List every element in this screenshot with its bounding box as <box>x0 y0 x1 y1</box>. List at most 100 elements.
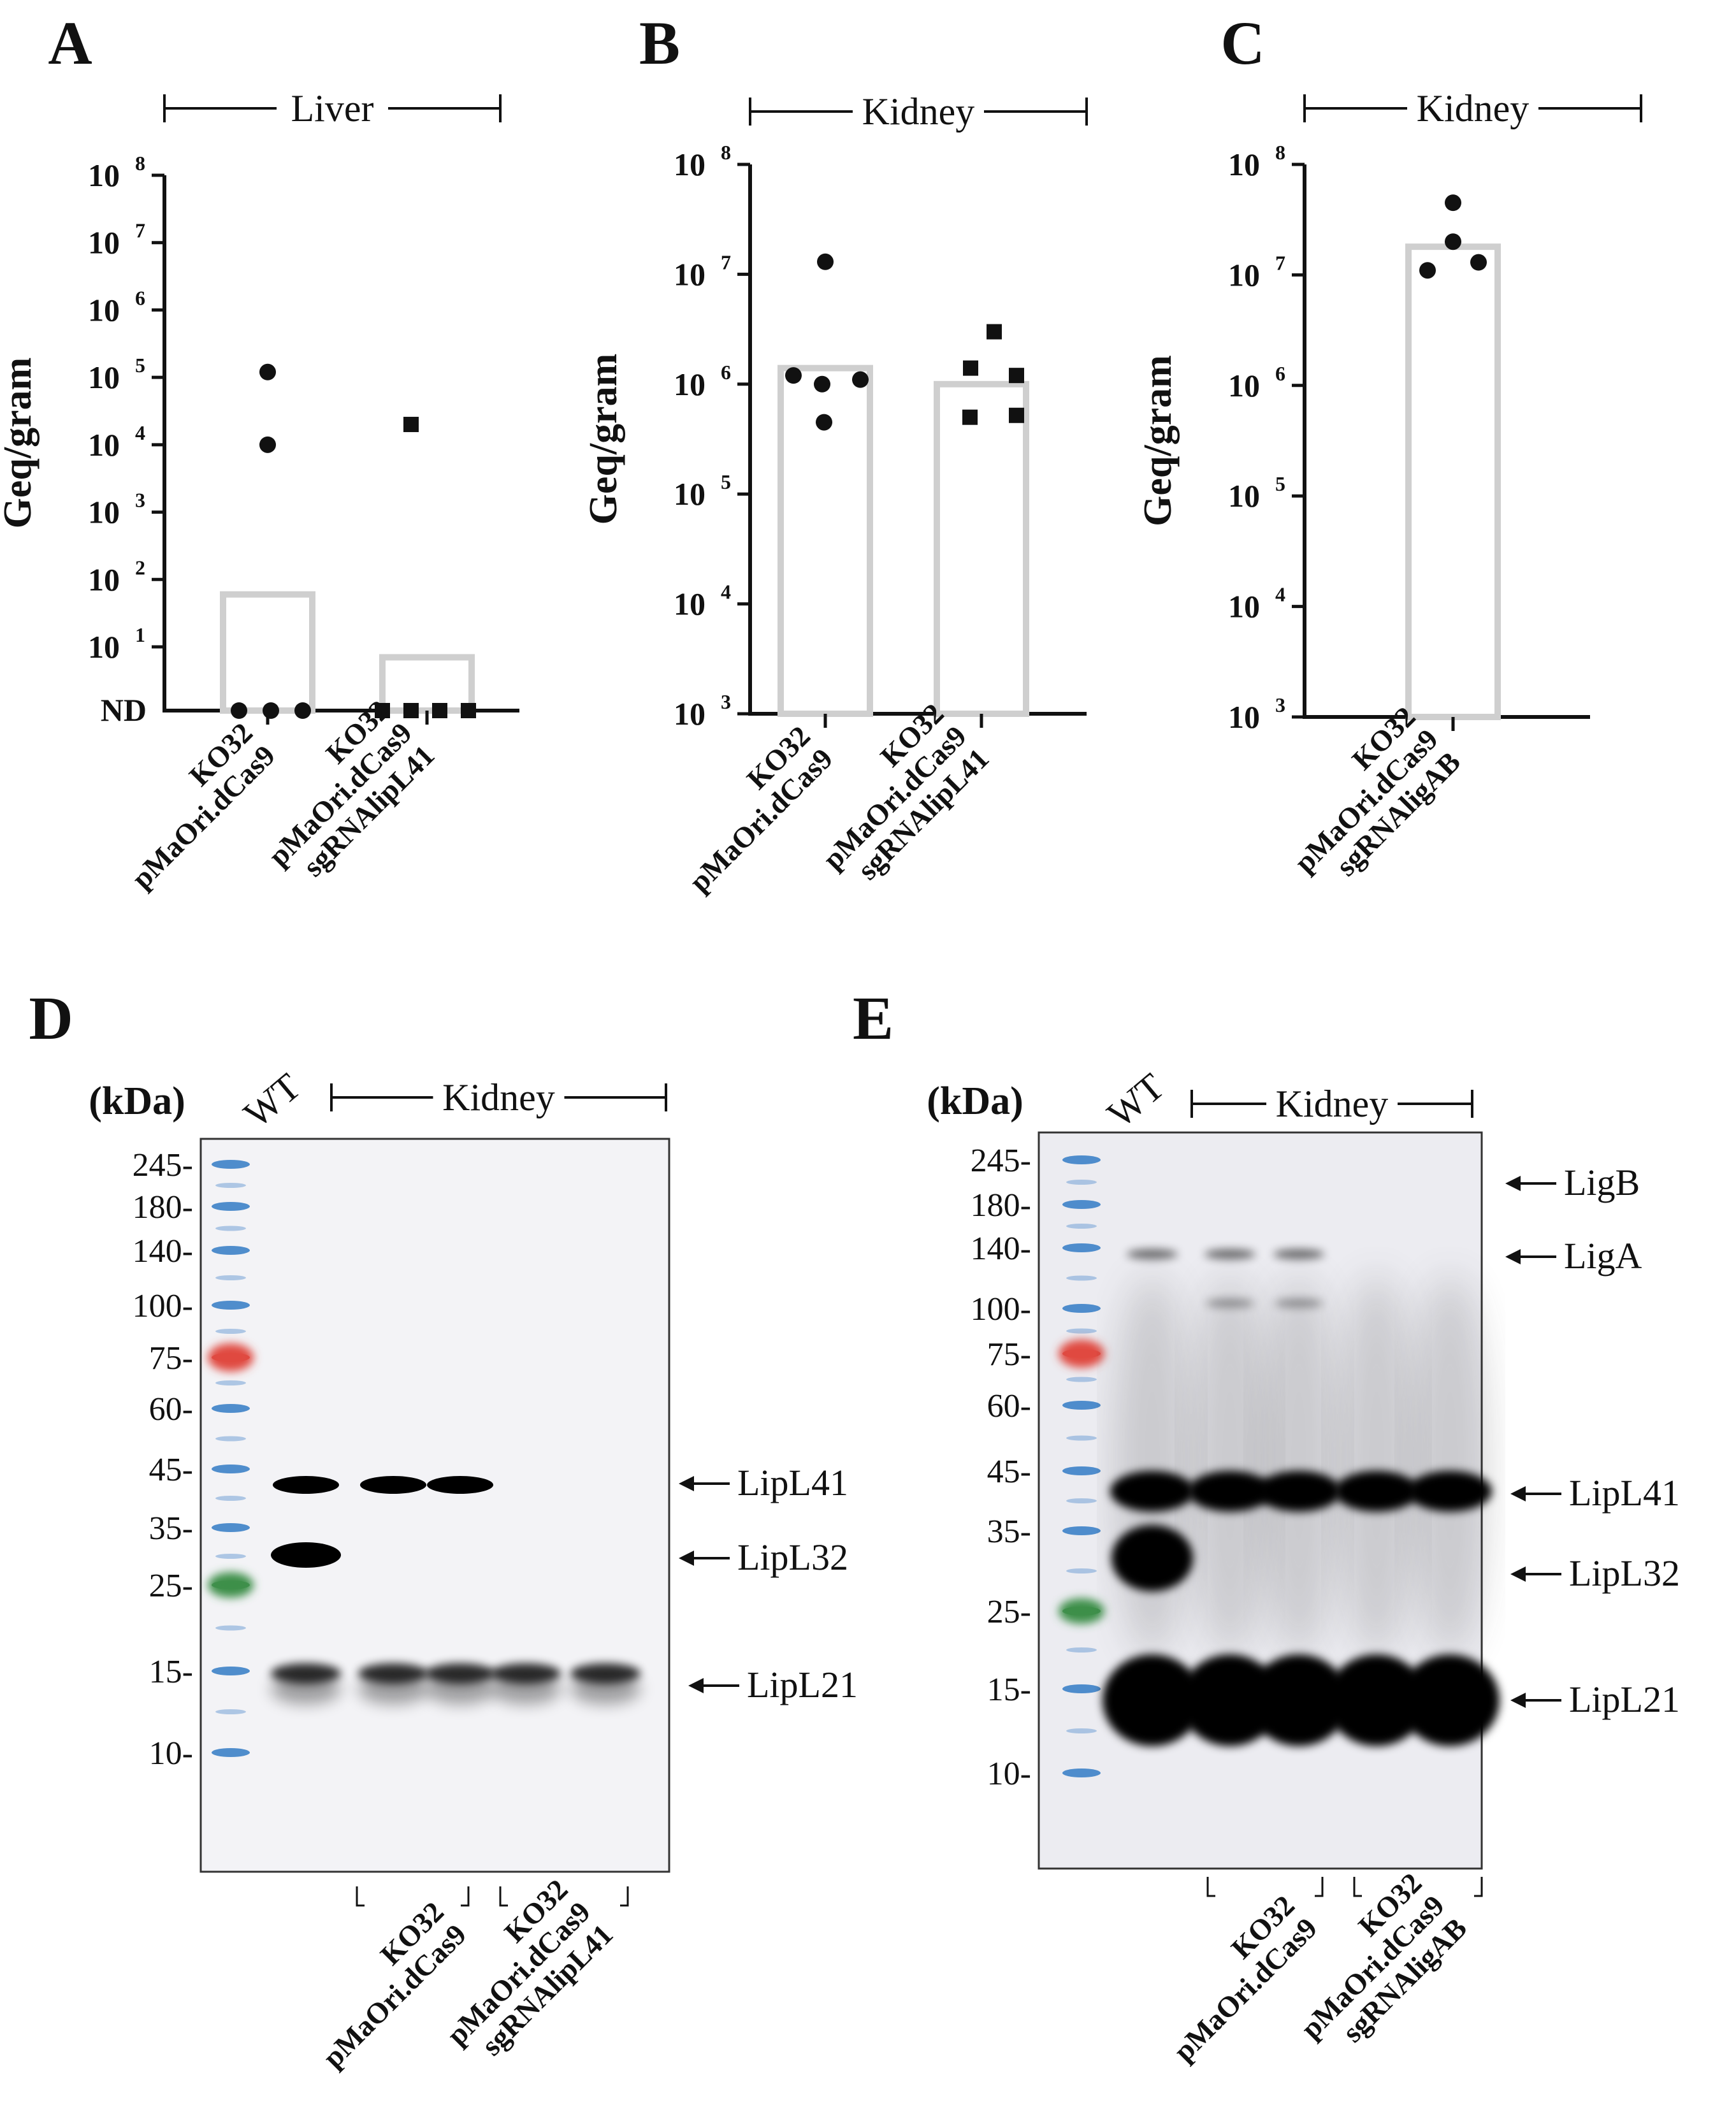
ladder-band <box>1062 1304 1101 1313</box>
tick-exponent: 4 <box>135 421 145 444</box>
y-tick-label: 10 6 <box>1228 362 1285 403</box>
data-point <box>785 367 802 384</box>
ladder-band <box>215 1554 246 1559</box>
sample-bands <box>1103 1249 1500 1746</box>
tick-exponent: 2 <box>135 556 145 579</box>
wt-label: WT <box>236 1065 308 1136</box>
tick-exponent: 6 <box>1275 362 1285 385</box>
bracket-corner <box>1353 1877 1362 1897</box>
protein-band <box>271 1674 341 1704</box>
ladder-band <box>1062 1243 1101 1252</box>
data-point <box>1445 194 1461 212</box>
ladder-band <box>212 1465 250 1473</box>
protein-band <box>1410 1275 1489 1657</box>
protein-band <box>491 1674 561 1704</box>
tick-base: 10 <box>1228 257 1260 293</box>
panel-e: E (kDa) WT Kidney 245- 180- 140- 100- 75- 60- 45- 3… <box>853 984 1680 2067</box>
protein-band <box>358 1674 428 1704</box>
ladder-band <box>215 1183 246 1188</box>
protein-band <box>1188 1471 1272 1512</box>
protein-band <box>1335 1471 1419 1512</box>
kda-label: (kDa) <box>89 1080 185 1123</box>
protein-band <box>431 1477 489 1493</box>
panel-a: A Liver 10 8 10 7 10 6 10 5 10 4 10 3 10 2 10 1 ND Geq/gram… <box>0 9 519 895</box>
tick-exponent: 4 <box>1275 583 1285 606</box>
ladder-band <box>212 1523 250 1532</box>
mw-marker-label: 35- <box>149 1510 193 1547</box>
ladder-band <box>212 1404 250 1413</box>
protein-band <box>1190 1275 1269 1657</box>
mw-marker-label: 45- <box>987 1454 1031 1490</box>
ladder-band <box>1062 1466 1101 1475</box>
tick-exponent: 8 <box>135 152 145 175</box>
ladder-band <box>212 1160 250 1169</box>
data-point <box>432 703 447 718</box>
panel-letter: B <box>639 9 680 77</box>
protein-band <box>1110 1471 1194 1512</box>
arrow-head <box>1510 1566 1526 1582</box>
tick-exponent: 3 <box>721 690 731 713</box>
y-tick-label: 10 4 <box>1228 583 1285 625</box>
tick-base: 10 <box>1228 478 1260 514</box>
protein-band <box>425 1674 495 1704</box>
arrow-head <box>679 1476 694 1491</box>
data-point <box>1470 254 1487 271</box>
protein-band <box>570 1674 640 1704</box>
ladder-band <box>215 1625 246 1631</box>
protein-band <box>1113 1275 1192 1657</box>
ladder-band <box>1062 1155 1101 1164</box>
mw-marker-label: 245- <box>133 1147 193 1183</box>
sample-bands <box>271 1476 640 1704</box>
ladder-band <box>1066 1568 1097 1573</box>
tick-base: 10 <box>88 629 120 665</box>
ladder-band <box>1066 1224 1097 1229</box>
y-tick-label: 10 8 <box>1228 141 1285 182</box>
blot-membrane <box>199 1138 670 1873</box>
ladder-band <box>212 1667 250 1675</box>
y-tick-label: 10 6 <box>88 286 145 328</box>
protein-band <box>1206 1299 1254 1308</box>
ladder-band <box>1066 1180 1097 1185</box>
mw-marker-label: 140- <box>971 1231 1031 1267</box>
ladder-band <box>215 1226 246 1231</box>
ladder-band <box>1062 1526 1101 1535</box>
tissue-bracket: Kidney <box>1190 1081 1473 1126</box>
ladder-band <box>1059 1598 1104 1624</box>
y-axis-label: Geq/gram <box>582 354 625 525</box>
group-label: Kidney <box>862 90 975 133</box>
panel-d: D (kDa) WT Kidney 245- 180- 140- 100- 75- 60- 45- 3… <box>29 984 858 2074</box>
data-point <box>403 703 419 718</box>
mw-marker-label: 25- <box>987 1594 1031 1630</box>
group-label: Kidney <box>1276 1083 1389 1125</box>
group-label: Kidney <box>442 1076 555 1118</box>
ladder-band <box>1066 1728 1097 1733</box>
protein-band <box>360 1476 426 1494</box>
y-tick-label: 10 3 <box>1228 693 1285 735</box>
arrow-head <box>1505 1176 1521 1191</box>
tick-base: 10 <box>674 366 705 402</box>
mw-marker-label: 15- <box>149 1654 193 1690</box>
bracket-label-bg <box>277 86 388 131</box>
group-label: Kidney <box>1417 87 1530 129</box>
y-tick-label: 10 3 <box>674 690 731 732</box>
panel-c: C Kidney 10 8 10 7 10 6 10 5 10 4 10 3 Geq/gram KO32pMa… <box>1136 9 1642 883</box>
data-point <box>375 703 390 718</box>
mw-marker-label: 180- <box>971 1187 1031 1224</box>
tissue-bracket: Liver <box>163 86 502 131</box>
tick-base: 10 <box>674 147 705 182</box>
data-point <box>263 702 279 719</box>
mw-marker-label: 15- <box>987 1672 1031 1708</box>
protein-band <box>1249 1654 1349 1746</box>
data-point <box>963 360 978 376</box>
protein-band <box>1327 1654 1426 1746</box>
data-point <box>461 703 476 718</box>
ladder-band <box>1062 1684 1101 1693</box>
